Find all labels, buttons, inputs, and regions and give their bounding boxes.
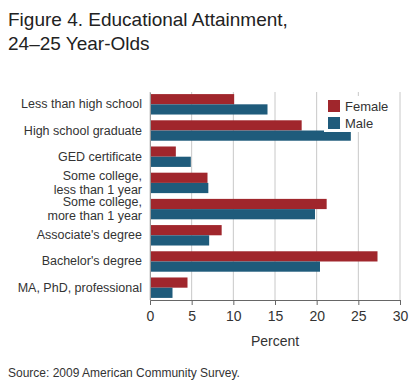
tick: Bachelor's degree (42, 254, 150, 268)
bar (150, 209, 315, 219)
legend-item: Male (328, 116, 373, 131)
bar (150, 94, 234, 104)
legend-swatch (328, 117, 340, 129)
tick: 15 (268, 300, 284, 324)
title: Figure 4. Educational Attainment,24–25 Y… (8, 9, 288, 54)
bar (150, 261, 320, 271)
legend-label: Female (345, 99, 388, 114)
tick-label: 20 (309, 308, 325, 324)
bar (150, 183, 208, 193)
tick: 25 (351, 300, 367, 324)
tick-mark (358, 300, 359, 305)
tick-mark (150, 300, 151, 305)
bar (150, 157, 191, 167)
tick: Some college,less than 1 year (54, 169, 150, 197)
tick-mark (317, 300, 318, 305)
tick: High school graduate (24, 124, 150, 138)
tick-label: 10 (226, 308, 242, 324)
tick: Less than high school (21, 97, 150, 111)
plot: 0 5 10 15 20 25 30 Less than high school High sc… (18, 92, 409, 324)
tick: 30 (393, 300, 409, 324)
category-label: Some college,more than 1 year (48, 195, 143, 223)
bar (150, 173, 208, 183)
tick: 20 (309, 300, 325, 324)
category-label: Associate's degree (37, 228, 142, 242)
bar (150, 235, 209, 245)
category-label: Less than high school (21, 97, 142, 111)
legend-item: Female (328, 99, 388, 114)
legend-swatch (328, 100, 340, 112)
tick: 5 (188, 300, 196, 324)
bar (150, 251, 378, 261)
bar (150, 120, 302, 130)
tick: 10 (226, 300, 242, 324)
tick-label: 15 (268, 308, 284, 324)
tick-label: 25 (351, 308, 367, 324)
x-axis-label: Percent (251, 333, 299, 349)
bar (150, 146, 176, 156)
grid-line (150, 92, 151, 300)
bar (150, 277, 188, 287)
grid (150, 92, 400, 300)
tick-mark (233, 300, 234, 305)
bar (150, 225, 222, 235)
axis-line (151, 301, 401, 306)
tick: 0 (147, 300, 155, 324)
bar (150, 104, 268, 114)
tick-mark (275, 300, 276, 305)
tick: MA, PhD, professional (18, 281, 150, 295)
tick-label: 30 (393, 308, 409, 324)
tick-label: 0 (147, 308, 155, 324)
bar (150, 199, 327, 209)
tick: Associate's degree (37, 228, 150, 242)
tick-label: 5 (188, 308, 196, 324)
bar (150, 288, 173, 298)
legend: Female Male (324, 96, 396, 132)
tick-mark (400, 300, 401, 305)
category-label: MA, PhD, professional (18, 281, 142, 295)
category-label: Some college,less than 1 year (54, 169, 142, 197)
grid-line (400, 92, 401, 300)
source: Source: 2009 American Community Survey. (8, 366, 240, 380)
legend-background (324, 96, 396, 132)
bar (150, 131, 351, 141)
y-axis: Less than high school High school graduat… (18, 93, 151, 301)
tick: GED certificate (58, 150, 150, 164)
chart: Figure 4. Educational Attainment,24–25 Y… (0, 0, 420, 387)
category-label: GED certificate (58, 150, 142, 164)
axis-line (150, 93, 151, 301)
category-label: High school graduate (24, 124, 142, 138)
x-axis: 0 5 10 15 20 25 30 (147, 300, 409, 324)
category-label: Bachelor's degree (42, 254, 142, 268)
legend-label: Male (345, 116, 373, 131)
tick-mark (192, 300, 193, 305)
tick: Some college,more than 1 year (48, 195, 151, 223)
